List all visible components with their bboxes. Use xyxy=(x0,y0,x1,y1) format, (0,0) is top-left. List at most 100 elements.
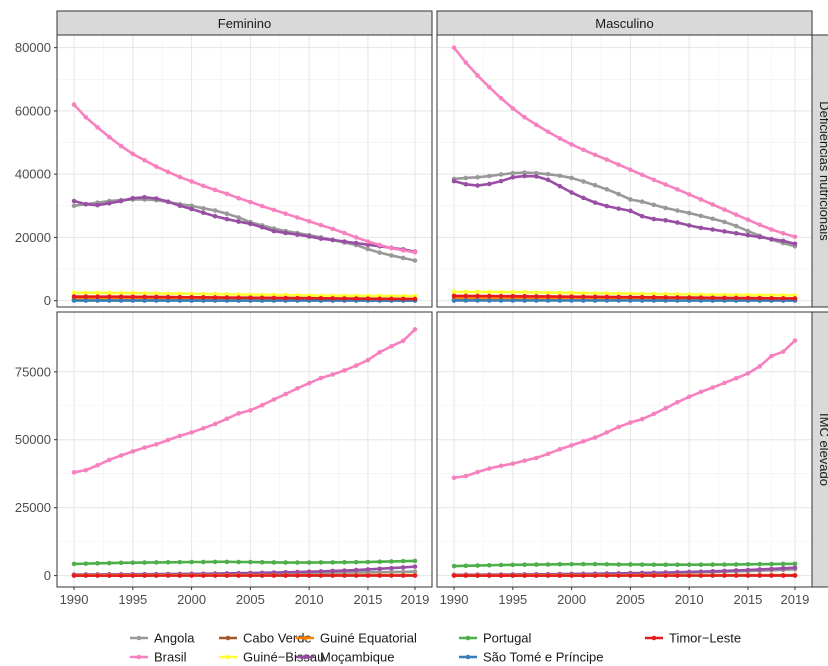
data-point xyxy=(130,151,136,157)
data-point xyxy=(745,567,751,573)
data-point xyxy=(248,295,253,301)
data-point xyxy=(342,368,347,373)
data-point xyxy=(475,573,480,578)
data-point xyxy=(295,560,300,565)
data-point xyxy=(675,208,680,213)
data-point xyxy=(757,222,762,228)
data-point xyxy=(107,200,112,206)
data-point xyxy=(400,255,406,261)
row-strip-imc: IMC elevado xyxy=(811,311,828,588)
data-point xyxy=(83,114,89,120)
data-point xyxy=(189,179,194,184)
data-point xyxy=(616,191,621,197)
data-point xyxy=(733,376,739,381)
data-point xyxy=(510,289,516,295)
data-point xyxy=(733,295,739,301)
data-point xyxy=(745,217,751,223)
data-point xyxy=(165,294,171,300)
data-point xyxy=(451,298,457,303)
data-point xyxy=(83,201,89,207)
data-point xyxy=(236,195,241,201)
data-point xyxy=(318,236,324,241)
data-point xyxy=(581,195,586,201)
data-point xyxy=(283,573,288,578)
data-point xyxy=(698,295,704,301)
data-point xyxy=(377,559,382,565)
data-point xyxy=(651,573,657,578)
data-point xyxy=(487,173,492,179)
data-point xyxy=(353,559,359,565)
data-point xyxy=(236,219,241,224)
data-point xyxy=(545,451,551,457)
data-point xyxy=(201,210,206,216)
data-point xyxy=(306,218,312,224)
data-point xyxy=(651,291,657,297)
data-point xyxy=(201,573,206,578)
data-point xyxy=(780,231,786,236)
data-point xyxy=(651,295,657,300)
panel-border xyxy=(56,311,433,588)
data-point xyxy=(557,573,563,578)
data-point xyxy=(592,294,598,300)
data-point xyxy=(154,573,159,578)
legend-key-point xyxy=(651,635,657,641)
x-tick-label: 2015 xyxy=(733,592,762,607)
data-point xyxy=(663,182,668,187)
data-point xyxy=(569,142,574,147)
data-point xyxy=(675,562,680,568)
data-point xyxy=(475,298,480,303)
data-point xyxy=(451,293,457,299)
x-tick-label: 2019 xyxy=(780,592,809,607)
legend-label: Timor−Leste xyxy=(669,631,741,646)
data-point xyxy=(400,573,406,578)
y-tick-label: 25000 xyxy=(15,500,51,515)
data-point xyxy=(400,565,406,570)
data-point xyxy=(698,573,704,578)
data-point xyxy=(330,568,335,574)
column-strip-label: Feminino xyxy=(218,16,271,31)
data-point xyxy=(616,294,621,300)
column-strip-feminino: Feminino xyxy=(56,10,433,36)
data-point xyxy=(557,446,563,452)
axes-layer: 0 20000 40000 60000 80000 0 25000 50000 75000 199… xyxy=(15,40,810,607)
data-point xyxy=(212,573,218,578)
data-point xyxy=(224,191,230,197)
data-point xyxy=(522,458,527,463)
data-point xyxy=(118,560,124,566)
data-point xyxy=(353,240,359,246)
data-point xyxy=(522,562,527,568)
data-point xyxy=(510,293,516,299)
data-point xyxy=(201,559,206,565)
legend-item: Timor−Leste xyxy=(645,631,741,646)
x-tick-label: 2019 xyxy=(400,592,429,607)
data-point xyxy=(306,573,312,578)
data-point xyxy=(686,573,692,578)
data-point xyxy=(389,253,394,258)
data-point xyxy=(581,179,586,184)
data-point xyxy=(130,298,136,303)
data-point xyxy=(236,215,241,220)
data-point xyxy=(792,561,798,567)
data-point xyxy=(365,567,371,572)
data-point xyxy=(389,343,394,349)
data-point xyxy=(248,408,253,413)
data-point xyxy=(142,298,147,303)
data-point xyxy=(780,573,786,578)
data-point xyxy=(581,439,586,444)
data-point xyxy=(757,573,762,578)
data-point xyxy=(451,178,457,184)
data-point xyxy=(342,230,347,236)
data-point xyxy=(545,573,551,578)
data-point xyxy=(628,420,633,425)
data-point xyxy=(463,181,469,187)
data-point xyxy=(212,213,218,219)
data-point xyxy=(318,222,324,228)
data-point xyxy=(400,558,406,564)
data-point xyxy=(675,187,680,192)
data-point xyxy=(522,173,527,179)
x-tick-label: 1995 xyxy=(118,592,147,607)
data-point xyxy=(259,203,265,209)
data-point xyxy=(534,573,539,578)
series-brasil xyxy=(451,338,798,481)
data-point xyxy=(792,338,798,343)
